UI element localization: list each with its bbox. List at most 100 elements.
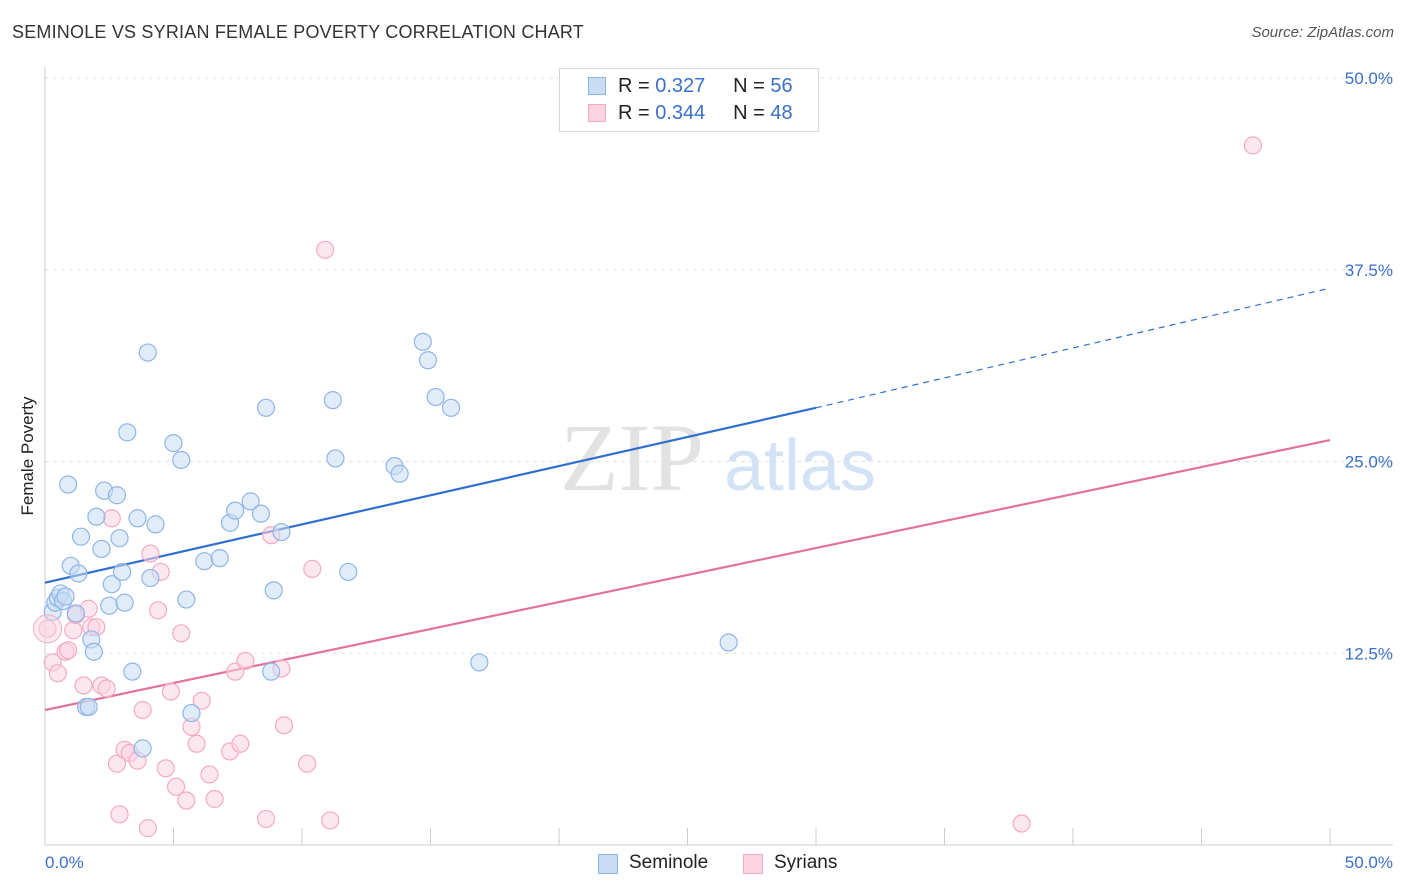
data-points: [33, 136, 1263, 838]
point-seminole: [719, 633, 738, 652]
legend-swatch-syrians: [588, 104, 606, 122]
point-syrians: [236, 651, 255, 671]
axes: [44, 67, 1393, 846]
point-syrians: [48, 664, 67, 683]
point-syrians: [192, 691, 211, 710]
point-seminole: [241, 492, 260, 511]
y-tick-label: 12.5%: [1345, 644, 1393, 663]
y-tick-label: 37.5%: [1345, 261, 1393, 280]
trend-line-seminole-extension: [815, 287, 1331, 409]
point-syrians: [231, 734, 250, 753]
point-syrians: [148, 601, 168, 620]
point-seminole: [326, 449, 345, 468]
y-axis-label: Female Poverty: [18, 396, 37, 516]
point-syrians: [205, 789, 224, 809]
trend-line-seminole: [44, 406, 817, 584]
point-seminole: [172, 450, 191, 470]
point-seminole: [182, 703, 201, 723]
point-syrians: [107, 754, 127, 773]
point-seminole: [177, 590, 196, 609]
point-syrians: [138, 819, 157, 838]
chart-title: SEMINOLE VS SYRIAN FEMALE POVERTY CORREL…: [12, 22, 584, 42]
point-seminole: [102, 575, 121, 594]
bottom-legend-swatch-syrians: [743, 854, 763, 874]
point-seminole: [87, 507, 106, 526]
point-seminole: [256, 398, 276, 417]
point-syrians: [64, 621, 83, 640]
point-syrians: [256, 809, 276, 829]
point-syrians: [316, 240, 335, 259]
point-seminole: [71, 527, 91, 546]
legend-n-label: N =: [733, 75, 765, 97]
source-credit: Source: ZipAtlas.com: [1251, 24, 1394, 41]
legend-r-label: R =: [618, 75, 650, 97]
watermark-zip: ZIP: [560, 404, 704, 511]
watermark: ZIP atlas: [560, 404, 876, 511]
point-syrians: [1243, 136, 1263, 155]
point-seminole: [390, 464, 409, 483]
point-seminole: [69, 564, 88, 583]
point-seminole: [107, 486, 127, 505]
point-seminole: [262, 662, 281, 681]
watermark-atlas: atlas: [724, 426, 876, 506]
point-seminole: [210, 549, 229, 568]
point-syrians: [166, 777, 186, 796]
point-seminole: [251, 504, 270, 523]
point-syrians: [321, 811, 340, 830]
legend-swatch-seminole: [588, 77, 606, 95]
point-seminole: [112, 562, 132, 582]
point-syrians: [161, 682, 181, 701]
point-seminole: [164, 433, 183, 453]
point-seminole: [195, 552, 214, 571]
point-seminole: [115, 593, 134, 612]
point-seminole: [272, 522, 291, 542]
point-syrians: [38, 619, 57, 638]
legend-n-value: 56: [770, 75, 793, 97]
point-seminole: [123, 662, 142, 681]
bottom-legend-label-seminole: Seminole: [629, 852, 709, 873]
point-syrians: [110, 805, 129, 824]
point-seminole: [110, 529, 129, 548]
legend-r-label: R =: [618, 102, 650, 124]
trend-line-syrians: [44, 438, 1331, 712]
point-seminole: [128, 509, 147, 528]
bottom-legend-swatch-seminole: [598, 854, 618, 874]
point-syrians: [74, 676, 93, 695]
point-seminole: [84, 642, 103, 661]
point-seminole: [92, 539, 111, 559]
point-seminole: [118, 423, 137, 442]
x-tick-label-min: 0.0%: [45, 853, 84, 872]
point-syrians-large: [33, 614, 63, 644]
point-seminole: [426, 387, 445, 407]
x-tick-label-max: 50.0%: [1345, 853, 1393, 872]
point-seminole: [323, 391, 342, 410]
trend-lines: [44, 287, 1331, 712]
tick-labels: 12.5% 25.0% 37.5% 50.0% 0.0% 50.0%: [45, 69, 1393, 872]
point-seminole: [146, 515, 165, 534]
point-seminole: [418, 351, 438, 370]
point-syrians: [187, 734, 206, 753]
point-seminole: [59, 475, 78, 494]
point-seminole: [264, 581, 283, 600]
point-syrians: [133, 700, 152, 720]
point-seminole: [441, 398, 461, 417]
point-seminole: [100, 596, 119, 615]
point-syrians: [200, 765, 219, 784]
point-syrians: [102, 509, 121, 528]
y-tick-label: 25.0%: [1345, 453, 1393, 472]
point-syrians: [274, 716, 294, 735]
point-syrians: [1012, 814, 1031, 833]
point-seminole: [56, 587, 75, 606]
point-seminole: [413, 332, 432, 351]
point-seminole: [79, 697, 98, 717]
point-seminole: [138, 343, 157, 362]
legend-r-value: 0.327: [655, 75, 706, 97]
bottom-legend-label-syrians: Syrians: [774, 852, 838, 873]
point-syrians: [177, 791, 196, 810]
point-syrians: [303, 559, 322, 578]
legend-r-value: 0.344: [655, 102, 706, 124]
point-syrians: [156, 759, 175, 778]
point-syrians: [172, 624, 191, 643]
legend-n-value: 48: [770, 102, 793, 124]
